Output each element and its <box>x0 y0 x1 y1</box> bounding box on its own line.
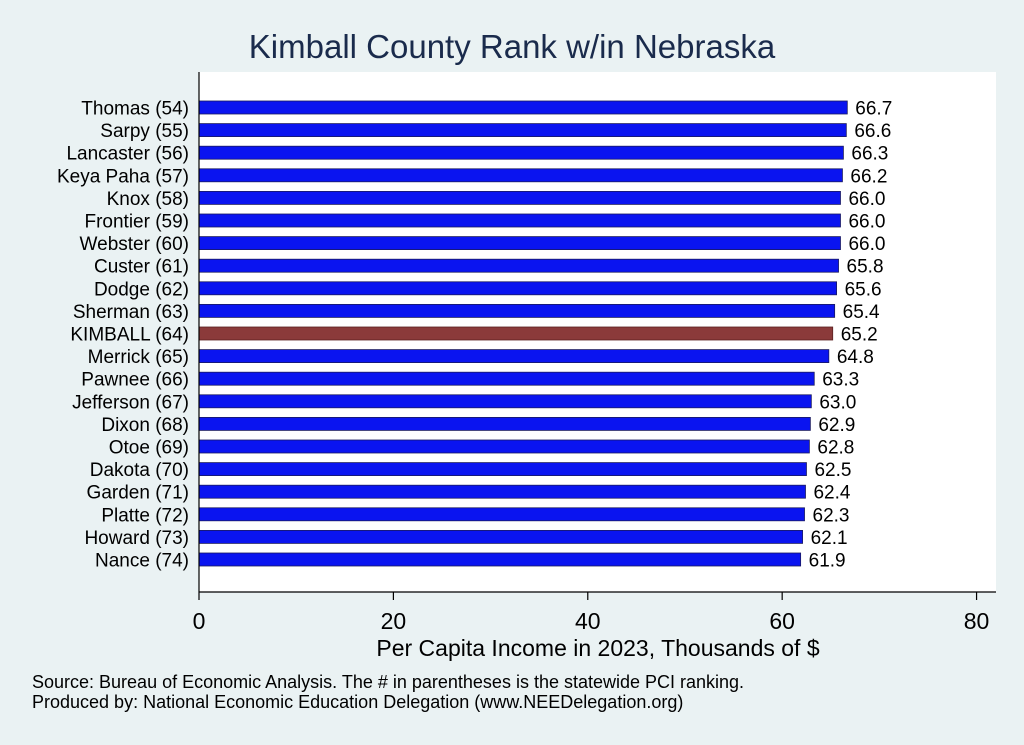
value-label: 66.0 <box>848 234 885 255</box>
bar <box>198 258 839 273</box>
value-label: 65.6 <box>845 279 882 300</box>
bar <box>198 236 841 251</box>
bar <box>198 552 802 567</box>
category-label: Dakota (70) <box>90 460 189 481</box>
category-label: Webster (60) <box>80 234 189 255</box>
x-tick-label: 80 <box>964 608 990 634</box>
value-label: 62.4 <box>813 483 850 504</box>
category-label: Otoe (69) <box>109 438 189 459</box>
category-label: Thomas (54) <box>81 99 189 120</box>
bar-highlight <box>198 326 834 341</box>
category-label: Frontier (59) <box>84 212 189 233</box>
bar <box>198 145 844 160</box>
bar <box>198 530 803 544</box>
category-label: Howard (73) <box>84 528 189 549</box>
category-label: Custer (61) <box>94 257 189 278</box>
bar <box>198 281 837 296</box>
value-label: 63.0 <box>819 392 856 413</box>
bar <box>198 462 807 477</box>
bar <box>198 439 810 454</box>
chart-title: Kimball County Rank w/in Nebraska <box>249 28 776 65</box>
bar <box>198 507 805 522</box>
value-label: 65.8 <box>847 257 884 278</box>
category-label: Dixon (68) <box>101 415 189 436</box>
value-label: 66.6 <box>854 121 891 142</box>
value-label: 66.7 <box>855 99 892 120</box>
category-label: Merrick (65) <box>88 347 189 368</box>
source-note: Source: Bureau of Economic Analysis. The… <box>32 672 745 692</box>
value-label: 62.3 <box>813 505 850 526</box>
category-label: Platte (72) <box>101 505 189 526</box>
value-label: 65.4 <box>843 302 880 323</box>
bar <box>198 123 847 137</box>
bar <box>198 303 836 318</box>
value-label: 62.8 <box>817 438 854 459</box>
bar <box>198 371 815 386</box>
bar <box>198 100 848 115</box>
bar <box>198 416 811 431</box>
category-label: Knox (58) <box>107 189 189 210</box>
bar <box>198 394 812 409</box>
producer-note: Produced by: National Economic Education… <box>32 692 684 712</box>
x-axis-title: Per Capita Income in 2023, Thousands of … <box>376 635 819 661</box>
value-label: 62.9 <box>818 415 855 436</box>
x-axis: 0 20 40 60 80 <box>193 72 996 634</box>
x-tick-label: 60 <box>769 608 795 634</box>
category-label: KIMBALL (64) <box>70 325 189 346</box>
x-tick-label: 40 <box>575 608 601 634</box>
bars-layer: Thomas (54) 66.7 Sarpy (55) 66.6 Lancaster (… <box>57 99 892 572</box>
bar <box>198 190 841 205</box>
category-label: Dodge (62) <box>94 279 189 300</box>
bar <box>198 213 841 228</box>
value-label: 65.2 <box>841 325 878 346</box>
category-label: Nance (74) <box>95 551 189 572</box>
bar <box>198 349 830 364</box>
value-label: 64.8 <box>837 347 874 368</box>
value-label: 66.0 <box>848 212 885 233</box>
x-tick-label: 20 <box>381 608 407 634</box>
value-label: 62.1 <box>811 528 848 549</box>
category-label: Keya Paha (57) <box>57 166 189 187</box>
value-label: 61.9 <box>809 551 846 572</box>
category-label: Lancaster (56) <box>66 144 189 165</box>
category-label: Pawnee (66) <box>81 370 189 391</box>
value-label: 63.3 <box>822 370 859 391</box>
value-label: 62.5 <box>814 460 851 481</box>
value-label: 66.0 <box>848 189 885 210</box>
category-label: Jefferson (67) <box>72 392 189 413</box>
value-label: 66.3 <box>851 144 888 165</box>
bar <box>198 168 843 183</box>
category-label: Sarpy (55) <box>100 121 189 142</box>
category-label: Sherman (63) <box>73 302 189 323</box>
x-tick-label: 0 <box>193 608 206 634</box>
bar <box>198 484 806 499</box>
value-label: 66.2 <box>850 166 887 187</box>
category-label: Garden (71) <box>87 483 189 504</box>
